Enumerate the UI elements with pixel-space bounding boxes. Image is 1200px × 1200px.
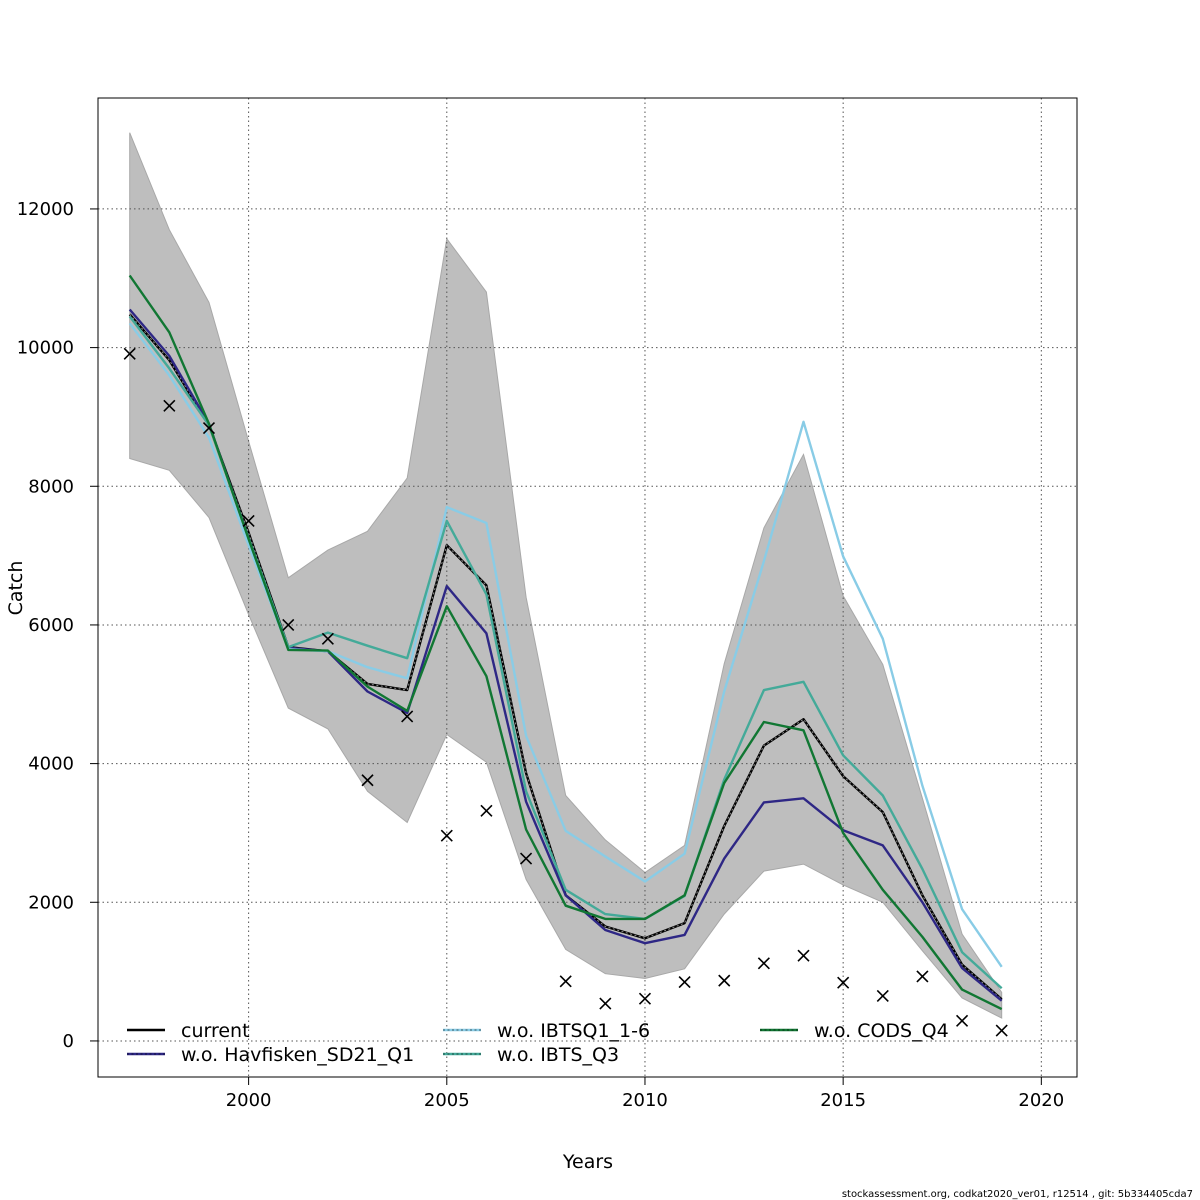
legend-item-1: w.o. Havfisken_SD21_Q1 bbox=[127, 1044, 414, 1066]
observed-point bbox=[401, 710, 414, 723]
legend-label: w.o. IBTS_Q3 bbox=[497, 1044, 619, 1066]
observed-catch-layer bbox=[123, 347, 1008, 1037]
observed-point bbox=[202, 421, 216, 435]
legend-label: current bbox=[181, 1020, 250, 1042]
observed-point bbox=[361, 774, 374, 787]
observed-point bbox=[242, 514, 255, 528]
observed-point-stroke-b bbox=[876, 989, 889, 1002]
y-tick-label: 2000 bbox=[28, 892, 74, 913]
observed-point-stroke-b bbox=[797, 949, 810, 962]
x-tick-label: 2015 bbox=[820, 1090, 866, 1111]
x-tick-label: 2020 bbox=[1018, 1090, 1064, 1111]
observed-point-stroke-b bbox=[599, 997, 612, 1010]
x-tick-label: 2000 bbox=[226, 1090, 272, 1111]
observed-point bbox=[876, 989, 889, 1002]
observed-point bbox=[321, 632, 334, 645]
observed-point bbox=[440, 829, 453, 842]
observed-point bbox=[519, 852, 533, 865]
observed-point bbox=[757, 957, 770, 970]
observed-point bbox=[718, 974, 731, 987]
observed-point-stroke-b bbox=[123, 347, 136, 360]
axis-layer: 2000 2005 2010 2015 2020 0 2000 4000 6000 8000 100… bbox=[17, 199, 1064, 1111]
observed-point-stroke-b bbox=[163, 399, 176, 412]
grid-layer bbox=[98, 98, 1077, 1077]
observed-point-stroke-b bbox=[955, 1014, 969, 1027]
observed-point-stroke-b bbox=[321, 632, 334, 645]
legend-item-3: w.o. IBTS_Q3 bbox=[443, 1044, 619, 1066]
series-layer bbox=[128, 274, 1003, 1011]
footnote: stockassessment.org, codkat2020_ver01, r… bbox=[842, 1189, 1193, 1200]
observed-point-stroke-b bbox=[401, 710, 414, 723]
y-tick-label: 6000 bbox=[28, 615, 74, 636]
observed-point-stroke-b bbox=[916, 970, 929, 983]
observed-point-stroke-b bbox=[837, 976, 850, 989]
plot-frame bbox=[97, 97, 1078, 1078]
series-line-4 bbox=[128, 274, 1003, 1011]
y-tick-label: 8000 bbox=[28, 476, 74, 497]
observed-point bbox=[282, 618, 295, 632]
observed-point-stroke-b bbox=[242, 514, 255, 528]
legend-label: w.o. IBTSQ1_1-6 bbox=[497, 1020, 650, 1042]
legend-item-4: w.o. CODS_Q4 bbox=[760, 1020, 949, 1042]
confidence-band bbox=[129, 132, 1003, 1019]
observed-point bbox=[797, 949, 810, 962]
observed-point bbox=[559, 975, 572, 988]
observed-point-stroke-b bbox=[282, 618, 295, 632]
observed-point bbox=[916, 970, 929, 983]
observed-point-stroke-b bbox=[559, 975, 572, 988]
observed-point-stroke-b bbox=[440, 829, 453, 842]
x-tick-label: 2005 bbox=[424, 1090, 470, 1111]
observed-point-stroke-b bbox=[757, 957, 770, 970]
observed-point-stroke-b bbox=[995, 1024, 1008, 1037]
observed-point-stroke-b bbox=[678, 975, 691, 989]
y-tick-label: 0 bbox=[63, 1031, 74, 1052]
x-axis-title: Years bbox=[562, 1151, 613, 1173]
observed-point-stroke-b bbox=[718, 974, 731, 987]
observed-point bbox=[163, 399, 176, 412]
x-tick-label: 2010 bbox=[622, 1090, 668, 1111]
observed-point-stroke-b bbox=[519, 852, 533, 865]
legend-item-2: w.o. IBTSQ1_1-6 bbox=[443, 1020, 650, 1042]
observed-point-stroke-b bbox=[638, 992, 652, 1005]
observed-point bbox=[995, 1024, 1008, 1037]
legend-label: w.o. CODS_Q4 bbox=[814, 1020, 949, 1042]
confidence-band-layer bbox=[129, 132, 1003, 1019]
observed-point-stroke-b bbox=[361, 774, 374, 787]
observed-point-stroke-b bbox=[480, 804, 493, 817]
y-axis-title: Catch bbox=[5, 561, 27, 616]
y-tick-label: 10000 bbox=[17, 338, 74, 359]
legend-label: w.o. Havfisken_SD21_Q1 bbox=[181, 1044, 414, 1066]
y-tick-label: 12000 bbox=[17, 199, 74, 220]
observed-point bbox=[123, 347, 136, 360]
observed-point bbox=[599, 997, 612, 1010]
observed-point bbox=[837, 976, 850, 989]
observed-point bbox=[638, 992, 652, 1005]
observed-point bbox=[955, 1014, 969, 1027]
y-tick-label: 4000 bbox=[28, 754, 74, 775]
legend-item-0: current bbox=[127, 1020, 250, 1042]
observed-point-stroke-b bbox=[202, 421, 216, 435]
observed-point bbox=[480, 804, 493, 817]
observed-point bbox=[678, 975, 691, 989]
